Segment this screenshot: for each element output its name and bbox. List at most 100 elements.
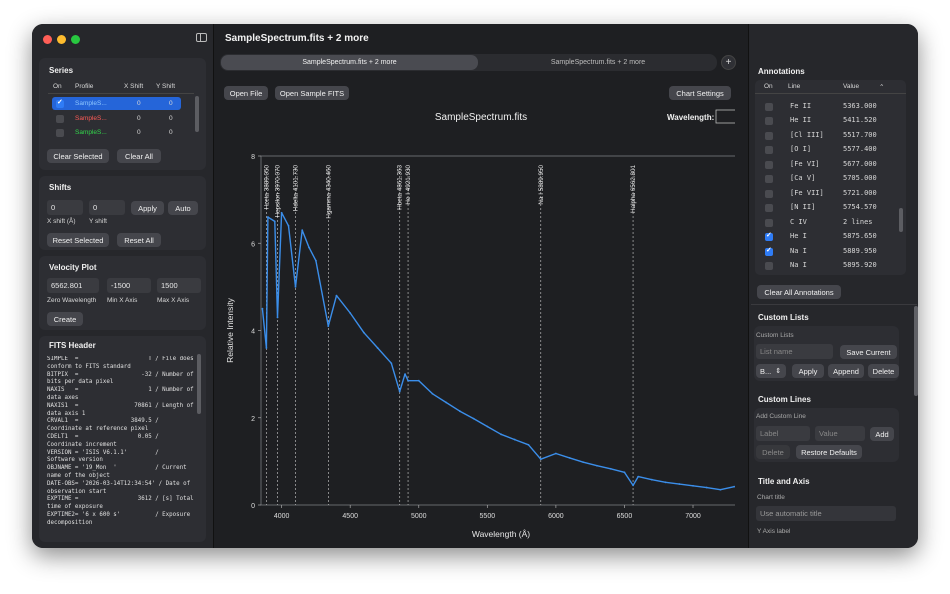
add-tab-button[interactable]: + xyxy=(721,55,736,70)
annotation-row[interactable]: [Fe VI] 5677.000 xyxy=(755,159,906,173)
spectrum-point xyxy=(527,443,530,446)
chart-settings-button[interactable]: Chart Settings xyxy=(669,86,731,100)
sidebar-toggle-icon[interactable] xyxy=(196,33,207,42)
annotation-row[interactable]: Na I 5895.920 xyxy=(755,260,906,274)
series-row[interactable]: SampleS... 0 0 xyxy=(52,97,181,110)
clear-all-series-button[interactable]: Clear All xyxy=(117,149,161,163)
series-checkbox[interactable] xyxy=(56,98,64,108)
append-list-button[interactable]: Append xyxy=(828,364,864,378)
chart-title-input[interactable]: Use automatic title xyxy=(756,506,896,521)
spectrum-point xyxy=(294,285,297,288)
annotation-row[interactable] xyxy=(755,93,906,98)
tab-inactive[interactable]: SampleSpectrum.fits + 2 more xyxy=(550,59,646,66)
line-value-input[interactable]: Value xyxy=(815,426,865,441)
y-shift-input[interactable]: 0 xyxy=(89,200,125,215)
series-xshift: 0 xyxy=(137,129,141,136)
delete-list-button[interactable]: Delete xyxy=(868,364,899,378)
spectrum-point xyxy=(335,294,338,297)
annotation-checkbox[interactable] xyxy=(765,231,773,242)
max-x-axis-input[interactable]: 1500 xyxy=(157,278,201,293)
zero-wavelength-input[interactable]: 6562.801 xyxy=(47,278,99,293)
annotation-checkbox[interactable] xyxy=(765,103,773,111)
add-line-button[interactable]: Add xyxy=(870,427,894,441)
fits-header-panel: FITS Header SIMPLE = T / File does confo… xyxy=(39,336,206,542)
window-title: SampleSpectrum.fits + 2 more xyxy=(225,33,369,44)
annotations-scrollbar[interactable] xyxy=(899,208,903,232)
sort-chevron-icon[interactable]: ⌃ xyxy=(879,84,885,91)
annotation-checkbox[interactable] xyxy=(765,246,773,256)
annotation-row[interactable]: He I 5875.650 xyxy=(755,231,906,245)
annotation-checkbox[interactable] xyxy=(765,175,773,184)
create-velocity-button[interactable]: Create xyxy=(47,312,83,326)
clear-selected-button[interactable]: Clear Selected xyxy=(47,149,109,163)
annotation-row[interactable]: Na I 5889.950 xyxy=(755,246,906,260)
apply-shift-button[interactable]: Apply xyxy=(131,201,164,215)
annotation-row[interactable]: [O I] 5577.400 xyxy=(755,144,906,158)
series-row[interactable]: SampleS... 0 0 xyxy=(52,112,181,125)
right-scrollbar[interactable] xyxy=(914,306,918,396)
annotation-checkbox[interactable] xyxy=(765,218,773,227)
spectrum-point xyxy=(417,379,420,382)
y-shift-label: Y shift xyxy=(89,218,107,225)
spectrum-point xyxy=(327,325,330,328)
open-file-button[interactable]: Open File xyxy=(224,86,268,100)
x-shift-input[interactable]: 0 xyxy=(47,200,83,215)
list-select[interactable]: B... ⇕ xyxy=(756,364,786,378)
series-checkbox[interactable] xyxy=(56,128,64,137)
series-checkbox[interactable] xyxy=(56,114,64,123)
updown-chevron-icon: ⇕ xyxy=(775,368,782,375)
apply-list-button[interactable]: Apply xyxy=(792,364,824,378)
annotation-label: He I 4921.930 xyxy=(405,165,412,205)
series-table-header: On Profile X Shift Y Shift xyxy=(48,81,194,94)
zoom-window-button[interactable] xyxy=(71,35,80,44)
velocity-panel: Velocity Plot 6562.801 -1500 1500 Zero W… xyxy=(39,256,206,330)
custom-lists-panel: Custom Lists List name Save Current B...… xyxy=(754,326,899,381)
min-x-axis-label: Min X Axis xyxy=(107,297,138,304)
close-window-button[interactable] xyxy=(43,35,52,44)
annotation-checkbox[interactable] xyxy=(765,189,773,198)
spectrum-point xyxy=(513,438,516,441)
reset-all-button[interactable]: Reset All xyxy=(117,233,161,247)
annotation-row[interactable]: C IV 2 lines xyxy=(755,217,906,231)
spectrum-point xyxy=(623,471,626,474)
series-row[interactable]: SampleS... 0 0 xyxy=(52,126,181,139)
y-tick-label: 0 xyxy=(251,503,255,510)
annotation-checkbox[interactable] xyxy=(765,131,773,140)
list-name-input[interactable]: List name xyxy=(756,344,833,359)
spectrum-point xyxy=(609,467,612,470)
annotation-row[interactable]: Fe II 5363.000 xyxy=(755,101,906,115)
spectrum-point xyxy=(692,484,694,487)
min-x-axis-input[interactable]: -1500 xyxy=(107,278,151,293)
delete-line-button[interactable]: Delete xyxy=(756,445,790,459)
annotation-checkbox[interactable] xyxy=(765,204,773,213)
annotation-checkbox[interactable] xyxy=(765,261,773,270)
spectrum-series-line[interactable] xyxy=(261,212,735,491)
annotation-checkbox[interactable] xyxy=(765,117,773,126)
annotation-line: [Fe VII] xyxy=(790,188,824,197)
annotation-row[interactable]: [N II] 5754.570 xyxy=(755,202,906,216)
line-label-input[interactable]: Label xyxy=(756,426,810,441)
spectrum-point xyxy=(458,410,461,413)
tab-active[interactable]: SampleSpectrum.fits + 2 more xyxy=(221,55,478,70)
annotation-row[interactable]: [Ca V] 5705.000 xyxy=(755,173,906,187)
auto-shift-button[interactable]: Auto xyxy=(168,201,198,215)
annotation-checkbox[interactable] xyxy=(765,160,773,169)
clear-all-annotations-button[interactable]: Clear All Annotations xyxy=(757,285,841,299)
spectrum-chart[interactable]: SampleSpectrum.fits Wavelength: — 024684… xyxy=(215,104,735,544)
save-current-button[interactable]: Save Current xyxy=(840,345,897,359)
open-sample-button[interactable]: Open Sample FITS xyxy=(275,86,349,100)
annotation-checkbox[interactable] xyxy=(765,146,773,155)
annotation-row[interactable]: [Cl III] 5517.700 xyxy=(755,130,906,144)
minimize-window-button[interactable] xyxy=(57,35,66,44)
restore-defaults-button[interactable]: Restore Defaults xyxy=(796,445,862,459)
fits-scrollbar[interactable] xyxy=(197,354,201,414)
annotation-row[interactable]: [Fe VII] 5721.000 xyxy=(755,188,906,202)
zero-wavelength-label: Zero Wavelength xyxy=(47,297,97,304)
x-tick-label: 5000 xyxy=(411,513,427,520)
annotation-row[interactable]: He II 5411.520 xyxy=(755,115,906,129)
reset-selected-button[interactable]: Reset Selected xyxy=(47,233,109,247)
annotation-line: [O I] xyxy=(790,145,812,154)
annotations-title: Annotations xyxy=(758,67,805,76)
series-scrollbar[interactable] xyxy=(195,96,199,132)
annotation-line: Fe II xyxy=(790,102,812,110)
